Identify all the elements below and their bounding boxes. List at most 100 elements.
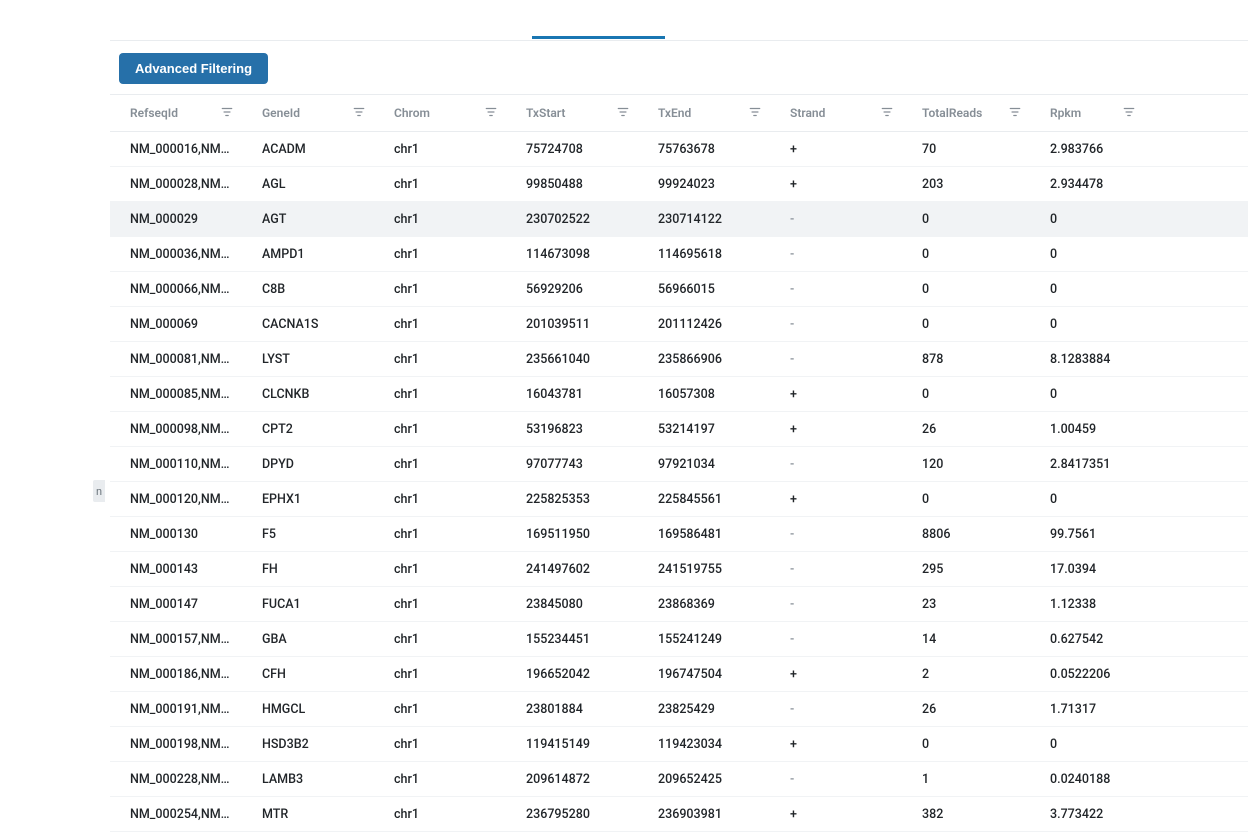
cell-rpkm: 8.1283884 (1034, 352, 1148, 367)
cell-txStart: 196652042 (510, 667, 642, 682)
cell-txStart: 201039511 (510, 317, 642, 332)
cell-strand: - (774, 562, 906, 577)
column-header-chrom[interactable]: Chrom (378, 105, 510, 122)
cell-geneId: CFH (246, 667, 378, 682)
left-drawer-stub[interactable]: n (93, 480, 105, 502)
cell-rpkm: 0 (1034, 247, 1148, 262)
cell-rpkm: 2.983766 (1034, 142, 1148, 157)
cell-txStart: 169511950 (510, 527, 642, 542)
cell-strand: - (774, 702, 906, 717)
column-header-txEnd[interactable]: TxEnd (642, 105, 774, 122)
table-row[interactable]: NM_000198,NM_...HSD3B2chr111941514911942… (110, 727, 1248, 762)
filter-icon[interactable] (220, 105, 234, 122)
table-row[interactable]: NM_000069CACNA1Schr1201039511201112426-0… (110, 307, 1248, 342)
table-row[interactable]: NM_000016,NM_...ACADMchr1757247087576367… (110, 132, 1248, 167)
advanced-filtering-button[interactable]: Advanced Filtering (119, 53, 268, 84)
table-row[interactable]: NM_000157,NM_...GBAchr115523445115524124… (110, 622, 1248, 657)
filter-icon[interactable] (484, 105, 498, 122)
column-header-strand[interactable]: Strand (774, 105, 906, 122)
table-row[interactable]: NM_000110,NM_...DPYDchr19707774397921034… (110, 447, 1248, 482)
cell-strand: - (774, 632, 906, 647)
cell-totalReads: 0 (906, 212, 1034, 227)
cell-totalReads: 2 (906, 667, 1034, 682)
filter-icon[interactable] (352, 105, 366, 122)
table-row[interactable]: NM_000191,NM_...HMGCLchr1238018842382542… (110, 692, 1248, 727)
filter-icon[interactable] (1122, 105, 1136, 122)
cell-chrom: chr1 (378, 422, 510, 437)
cell-txEnd: 201112426 (642, 317, 774, 332)
cell-strand: + (774, 177, 906, 192)
cell-txEnd: 114695618 (642, 247, 774, 262)
cell-geneId: FH (246, 562, 378, 577)
cell-geneId: EPHX1 (246, 492, 378, 507)
cell-chrom: chr1 (378, 527, 510, 542)
cell-refseqId: NM_000130 (114, 527, 246, 542)
cell-chrom: chr1 (378, 387, 510, 402)
cell-txEnd: 235866906 (642, 352, 774, 367)
table-row[interactable]: NM_000254,NM_...MTRchr123679528023690398… (110, 797, 1248, 832)
table-row[interactable]: NM_000120,NM_...EPHX1chr1225825353225845… (110, 482, 1248, 517)
cell-txEnd: 169586481 (642, 527, 774, 542)
cell-chrom: chr1 (378, 597, 510, 612)
cell-totalReads: 26 (906, 422, 1034, 437)
cell-refseqId: NM_000110,NM_... (114, 457, 246, 472)
filter-icon[interactable] (880, 105, 894, 122)
cell-rpkm: 1.12338 (1034, 597, 1148, 612)
cell-rpkm: 1.00459 (1034, 422, 1148, 437)
left-stub-label: n (96, 485, 102, 498)
cell-totalReads: 23 (906, 597, 1034, 612)
filter-icon[interactable] (616, 105, 630, 122)
cell-txStart: 114673098 (510, 247, 642, 262)
table-row[interactable]: NM_000081,NM_...LYSTchr12356610402358669… (110, 342, 1248, 377)
cell-totalReads: 1 (906, 772, 1034, 787)
cell-rpkm: 0.627542 (1034, 632, 1148, 647)
data-grid: RefseqIdGeneIdChromTxStartTxEndStrand Tot… (110, 94, 1248, 832)
cell-geneId: CPT2 (246, 422, 378, 437)
table-row[interactable]: NM_000130F5chr1169511950169586481-880699… (110, 517, 1248, 552)
column-header-refseqId[interactable]: RefseqId (114, 105, 246, 122)
table-row[interactable]: NM_000143FHchr1241497602241519755-29517.… (110, 552, 1248, 587)
cell-refseqId: NM_000147 (114, 597, 246, 612)
cell-geneId: LYST (246, 352, 378, 367)
cell-txStart: 53196823 (510, 422, 642, 437)
table-row[interactable]: NM_000098,NM_...CPT2chr15319682353214197… (110, 412, 1248, 447)
cell-chrom: chr1 (378, 282, 510, 297)
table-row[interactable]: NM_000147FUCA1chr12384508023868369-231.1… (110, 587, 1248, 622)
cell-txStart: 119415149 (510, 737, 642, 752)
cell-geneId: AGT (246, 212, 378, 227)
cell-txStart: 97077743 (510, 457, 642, 472)
table-row[interactable]: NM_000029AGTchr1230702522230714122-00 (110, 202, 1248, 237)
table-row[interactable]: NM_000186,NM_...CFHchr119665204219674750… (110, 657, 1248, 692)
column-header-label: TotalReads (922, 106, 982, 120)
cell-refseqId: NM_000228,NM_... (114, 772, 246, 787)
advanced-filtering-label: Advanced Filtering (135, 61, 252, 76)
table-row[interactable]: NM_000085,NM_...CLCNKBchr116043781160573… (110, 377, 1248, 412)
grid-body: NM_000016,NM_...ACADMchr1757247087576367… (110, 132, 1248, 832)
cell-chrom: chr1 (378, 737, 510, 752)
filter-icon[interactable] (1008, 105, 1022, 122)
cell-refseqId: NM_000036,NM_... (114, 247, 246, 262)
column-header-totalReads[interactable]: TotalReads (906, 105, 1034, 122)
table-row[interactable]: NM_000036,NM_...AMPD1chr1114673098114695… (110, 237, 1248, 272)
filter-icon[interactable] (748, 105, 762, 122)
cell-totalReads: 8806 (906, 527, 1034, 542)
cell-geneId: DPYD (246, 457, 378, 472)
table-row[interactable]: NM_000028,NM_...AGLchr19985048899924023+… (110, 167, 1248, 202)
cell-strand: - (774, 212, 906, 227)
cell-totalReads: 0 (906, 737, 1034, 752)
cell-totalReads: 382 (906, 807, 1034, 822)
cell-strand: - (774, 352, 906, 367)
cell-geneId: FUCA1 (246, 597, 378, 612)
cell-chrom: chr1 (378, 142, 510, 157)
column-header-rpkm[interactable]: Rpkm (1034, 105, 1148, 122)
table-row[interactable]: NM_000066,NM_...C8Bchr15692920656966015-… (110, 272, 1248, 307)
cell-refseqId: NM_000066,NM_... (114, 282, 246, 297)
cell-refseqId: NM_000143 (114, 562, 246, 577)
cell-txStart: 235661040 (510, 352, 642, 367)
table-row[interactable]: NM_000228,NM_...LAMB3chr1209614872209652… (110, 762, 1248, 797)
cell-chrom: chr1 (378, 352, 510, 367)
cell-txEnd: 23868369 (642, 597, 774, 612)
column-header-geneId[interactable]: GeneId (246, 105, 378, 122)
cell-txEnd: 209652425 (642, 772, 774, 787)
column-header-txStart[interactable]: TxStart (510, 105, 642, 122)
